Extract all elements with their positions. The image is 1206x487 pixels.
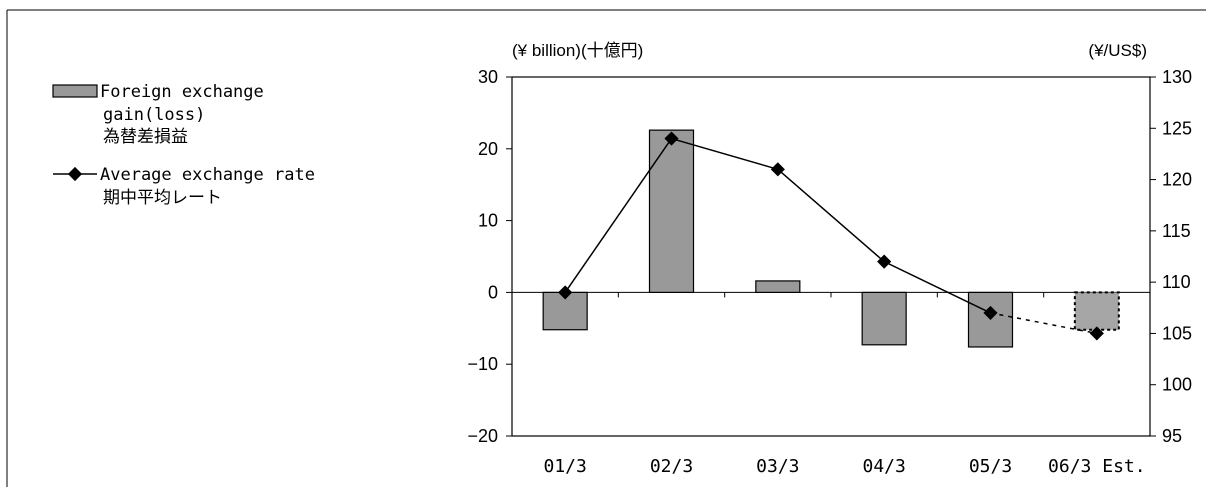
right-tick-label: 105 [1162, 323, 1192, 343]
plot-border [511, 76, 1151, 437]
line-point [770, 162, 785, 177]
right-tick-label: 130 [1162, 67, 1192, 87]
line-point [1089, 326, 1104, 341]
legend-bar-swatch [52, 84, 98, 98]
right-tick-label: 110 [1162, 272, 1191, 292]
legend-bar-label-1: Foreign exchange [100, 82, 264, 102]
plot-area [511, 76, 1151, 437]
right-tick-label: 95 [1162, 426, 1182, 446]
right-tick-label: 100 [1162, 375, 1192, 395]
bar-series [542, 129, 1120, 348]
right-axis-label: (¥/US$) [1088, 41, 1147, 60]
line-series [558, 131, 1104, 341]
bar [648, 129, 695, 294]
legend-line-label-2: 期中平均レート [103, 188, 222, 208]
left-axis-label: (¥ billion)(十億円) [512, 41, 643, 60]
bar [861, 291, 907, 346]
x-tick-label: 05/3 [969, 456, 1012, 477]
left-axis-ticks: 30 20 10 0 −10 −20 [467, 67, 512, 446]
left-tick-label: 20 [478, 139, 498, 159]
left-tick-label: 10 [478, 211, 498, 231]
x-tick-label: 03/3 [756, 456, 799, 477]
legend-bar-label-2: gain(loss) [103, 105, 205, 125]
left-tick-label: −10 [467, 354, 498, 374]
x-tick-label: 04/3 [862, 456, 905, 477]
left-tick-label: 30 [478, 67, 498, 87]
line-point [558, 285, 573, 300]
line-point [983, 305, 998, 320]
left-tick-label: 0 [488, 282, 498, 302]
legend-bar-label-3: 為替差損益 [103, 127, 188, 147]
legend: Foreign exchange gain(loss) 為替差損益 Averag… [52, 82, 315, 208]
right-tick-label: 120 [1162, 170, 1192, 190]
bar-estimate [1073, 291, 1120, 331]
line-segment-estimate [990, 312, 1097, 335]
x-axis-categories: 01/3 02/3 03/3 04/3 05/3 06/3 Est. [543, 456, 1145, 477]
line-point [877, 254, 892, 269]
right-tick-label: 115 [1162, 221, 1191, 241]
right-tick-label: 125 [1162, 118, 1192, 138]
line-segment [671, 137, 779, 171]
line-segment [883, 260, 991, 314]
x-tick-label: 02/3 [650, 456, 693, 477]
line-segment [777, 168, 885, 263]
legend-line-marker [67, 166, 83, 182]
right-axis-ticks: 130 125 120 115 110 105 100 95 [1150, 67, 1192, 446]
bar [755, 280, 801, 293]
line-point [664, 131, 679, 146]
x-tick-label: 01/3 [543, 456, 586, 477]
line-segment [564, 138, 673, 293]
left-tick-label: −20 [467, 426, 498, 446]
x-tick-label: 06/3 Est. [1048, 456, 1146, 477]
legend-line-label-1: Average exchange rate [100, 165, 315, 185]
